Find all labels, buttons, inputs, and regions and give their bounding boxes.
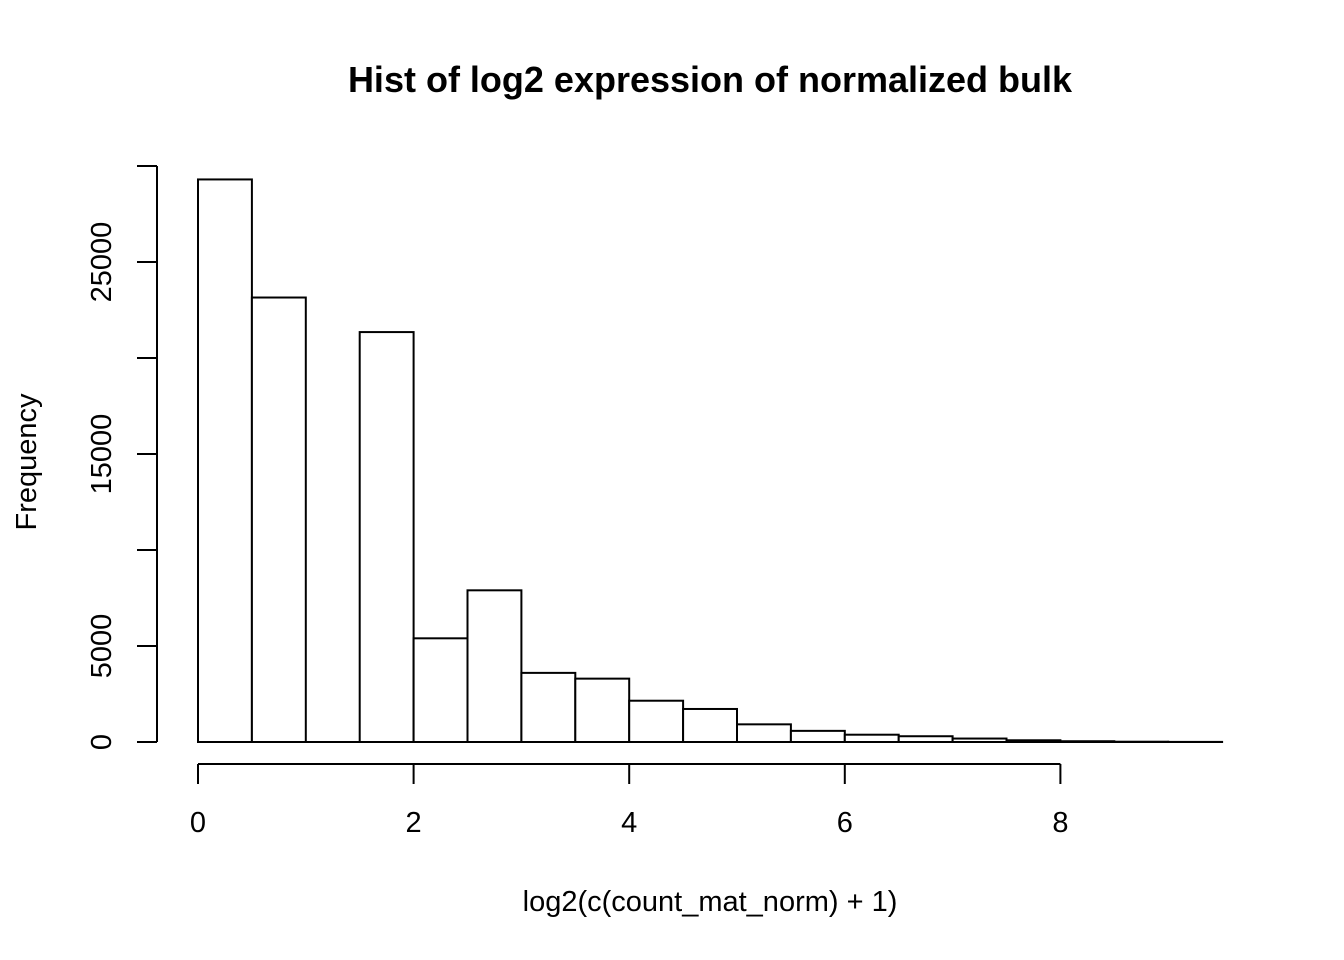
histogram-bar-11 <box>789 729 846 744</box>
y-axis: 0 5000 15000 25000 <box>86 165 158 750</box>
y-tick-label-1: 5000 <box>86 614 118 679</box>
chart-title: Hist of log2 expression of normalized bu… <box>348 59 1073 100</box>
histogram-bar-10 <box>736 723 792 743</box>
x-tick-label-1: 2 <box>406 807 422 839</box>
y-axis-label: Frequency <box>11 393 43 531</box>
histogram-bar-7 <box>574 677 631 744</box>
histogram-bar-8 <box>628 699 685 743</box>
histogram-bar-0 <box>197 178 253 743</box>
histogram-bar-4 <box>412 637 469 744</box>
y-tick-label-3: 15000 <box>86 414 118 495</box>
x-tick-label-3: 6 <box>837 807 853 839</box>
y-tick-label-0: 0 <box>86 734 118 750</box>
histogram-bar-9 <box>682 707 738 744</box>
histogram-bars <box>197 178 1224 744</box>
y-tick-label-5: 25000 <box>86 222 118 303</box>
histogram-bar-6 <box>520 671 577 744</box>
x-axis: 0 2 4 6 8 <box>190 763 1068 839</box>
x-tick-label-0: 0 <box>190 807 206 839</box>
x-tick-label-4: 8 <box>1052 807 1068 839</box>
histogram-bar-3 <box>358 331 415 743</box>
histogram-bar-5 <box>466 589 523 743</box>
x-tick-label-2: 4 <box>621 807 637 839</box>
histogram-bar-12 <box>843 733 900 743</box>
x-axis-label: log2(c(count_mat_norm) + 1) <box>523 886 898 918</box>
histogram-bar-1 <box>250 296 307 743</box>
